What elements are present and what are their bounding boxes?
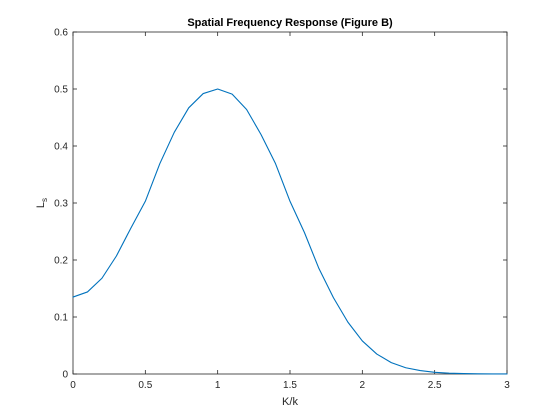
y-tick-label: 0.3	[54, 199, 68, 210]
y-axis-label-main: L	[35, 202, 47, 208]
y-tick-label: 0.2	[54, 256, 68, 267]
x-tick-label: 1.5	[283, 380, 297, 391]
y-tick-label: 0	[62, 370, 68, 381]
x-axis-label: K/k	[282, 396, 298, 408]
y-tick-label: 0.5	[54, 85, 68, 96]
y-tick-label: 0.6	[54, 28, 68, 39]
y-axis-label-subscript: s	[40, 198, 49, 202]
x-tick-label: 2.5	[428, 380, 442, 391]
y-axis-label: Ls	[35, 198, 49, 208]
series-line	[72, 88, 508, 375]
plot-area: 0 0.5 1 1.5 2 2.5 3 0 0.1 0.2 0.3 0.4 0.5 0.6	[54, 28, 510, 392]
chart-title: Spatial Frequency Response (Figure B)	[187, 17, 393, 29]
x-tick-label: 1	[215, 380, 221, 391]
y-tick-label: 0.4	[54, 142, 68, 153]
x-tick-label: 0	[70, 380, 76, 391]
x-tick-label: 2	[360, 380, 366, 391]
x-tick-label: 0.5	[138, 380, 152, 391]
y-tick-label: 0.1	[54, 313, 68, 324]
x-tick-label: 3	[504, 380, 510, 391]
